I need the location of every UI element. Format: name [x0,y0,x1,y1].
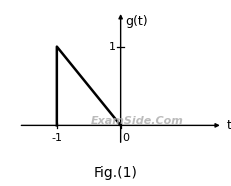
Text: -1: -1 [51,133,62,143]
Text: ExamSide.Com: ExamSide.Com [90,116,183,126]
Text: t: t [225,119,231,132]
Text: 1: 1 [109,42,116,52]
Text: Fig.(1): Fig.(1) [94,166,137,180]
Text: g(t): g(t) [125,15,147,28]
Text: 0: 0 [122,133,129,143]
